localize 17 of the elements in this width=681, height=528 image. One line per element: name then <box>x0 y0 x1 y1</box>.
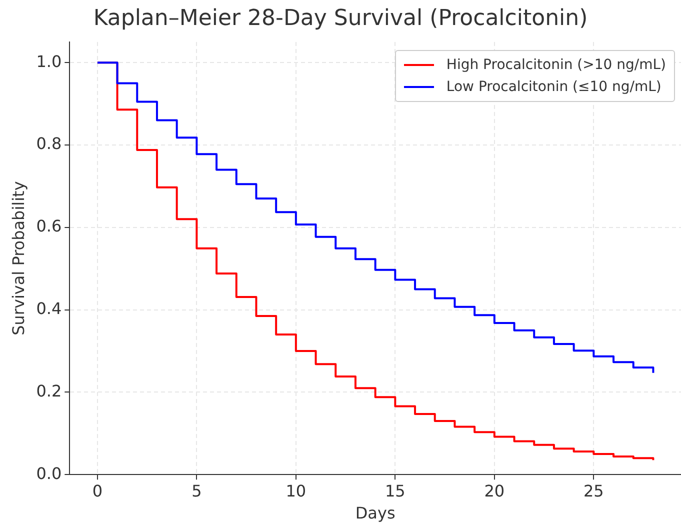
x-tick-label: 10 <box>286 481 306 500</box>
x-tick-label: 20 <box>484 481 505 500</box>
legend-label: High Procalcitonin (>10 ng/mL) <box>446 57 666 73</box>
x-tick-label: 0 <box>92 481 103 500</box>
y-tick-label: 0.0 <box>36 464 62 483</box>
y-tick-label: 0.4 <box>36 298 62 318</box>
x-tick-label: 5 <box>192 481 202 500</box>
y-tick-label: 0.2 <box>36 381 62 400</box>
x-tick-label: 25 <box>583 481 604 500</box>
y-axis-title: Survival Probability <box>8 181 28 336</box>
y-tick-label: 1.0 <box>36 52 62 71</box>
legend-label: Low Procalcitonin (≤10 ng/mL) <box>446 79 662 95</box>
y-tick-label: 0.8 <box>36 134 62 154</box>
x-tick-label: 15 <box>384 481 406 500</box>
x-axis-title: Days <box>355 504 396 523</box>
y-tick-label: 0.6 <box>36 216 62 236</box>
chart-title: Kaplan–Meier 28-Day Survival (Procalcitonin) <box>92 6 589 31</box>
